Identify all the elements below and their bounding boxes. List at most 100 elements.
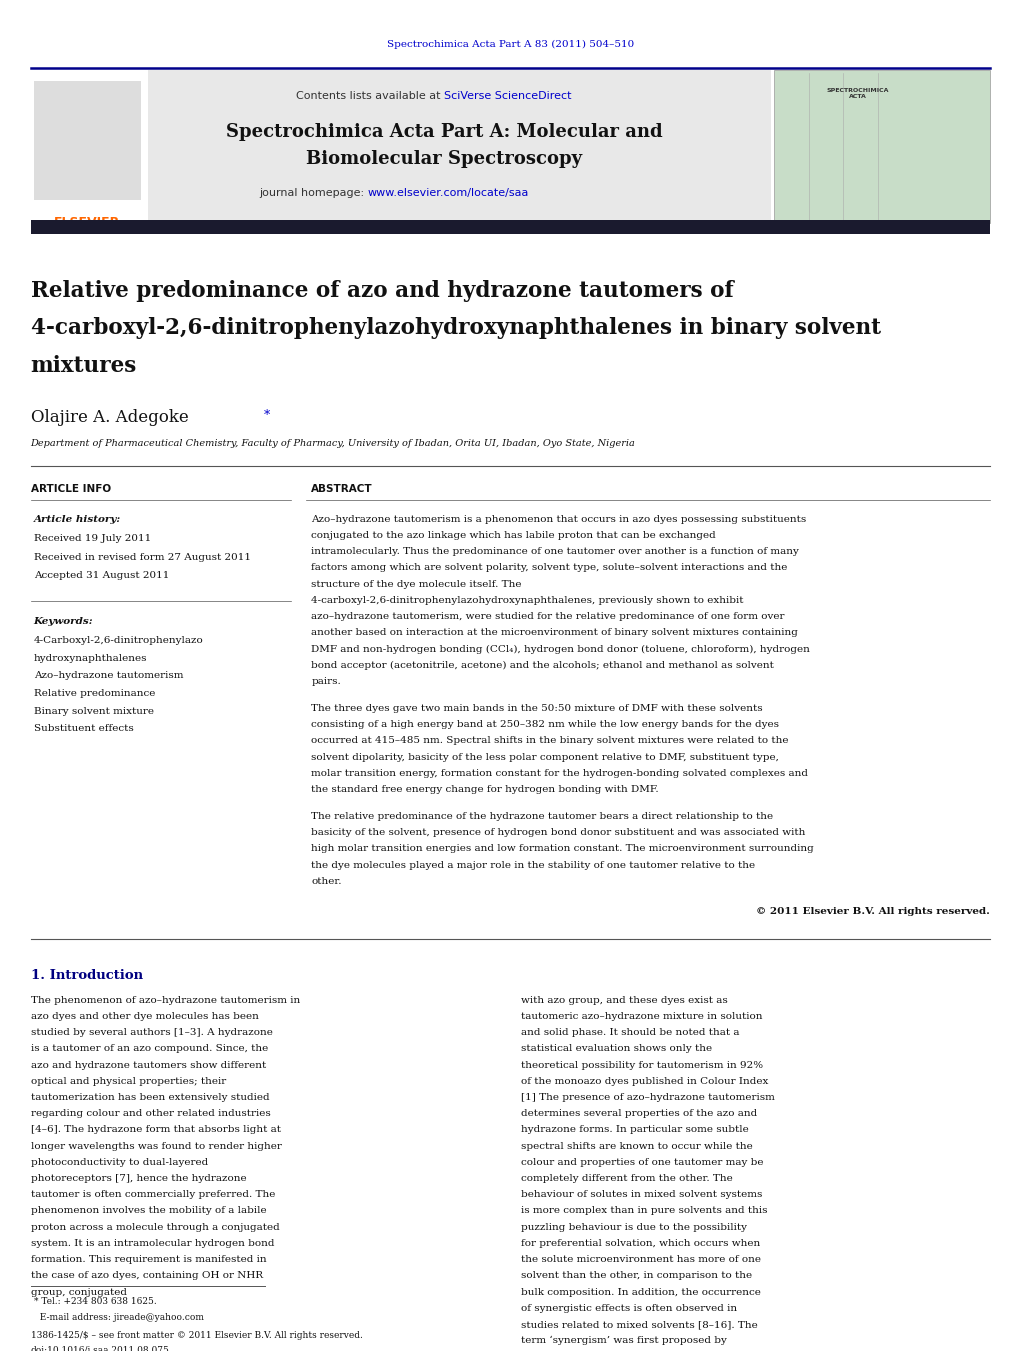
Text: group, conjugated: group, conjugated xyxy=(31,1288,127,1297)
Text: tautomeric azo–hydrazone mixture in solution: tautomeric azo–hydrazone mixture in solu… xyxy=(521,1012,763,1021)
Text: [1] The presence of azo–hydrazone tautomerism: [1] The presence of azo–hydrazone tautom… xyxy=(521,1093,775,1102)
Text: ARTICLE INFO: ARTICLE INFO xyxy=(31,484,110,493)
Text: ELSEVIER: ELSEVIER xyxy=(54,216,119,230)
Text: term ‘synergism’ was first proposed by: term ‘synergism’ was first proposed by xyxy=(521,1336,727,1346)
Text: formation. This requirement is manifested in: formation. This requirement is manifeste… xyxy=(31,1255,266,1265)
Text: factors among which are solvent polarity, solvent type, solute–solvent interacti: factors among which are solvent polarity… xyxy=(311,563,788,573)
Text: DMF and non-hydrogen bonding (CCl₄), hydrogen bond donor (toluene, chloroform), : DMF and non-hydrogen bonding (CCl₄), hyd… xyxy=(311,644,811,654)
Text: Article history:: Article history: xyxy=(34,515,120,524)
Text: Relative predominance: Relative predominance xyxy=(34,689,155,698)
Text: tautomerization has been extensively studied: tautomerization has been extensively stu… xyxy=(31,1093,270,1102)
Text: 1. Introduction: 1. Introduction xyxy=(31,969,143,982)
Text: completely different from the other. The: completely different from the other. The xyxy=(521,1174,732,1183)
Text: * Tel.: +234 803 638 1625.: * Tel.: +234 803 638 1625. xyxy=(34,1297,156,1306)
Text: with azo group, and these dyes exist as: with azo group, and these dyes exist as xyxy=(521,996,727,1005)
Text: the solute microenvironment has more of one: the solute microenvironment has more of … xyxy=(521,1255,761,1265)
FancyBboxPatch shape xyxy=(31,70,148,223)
Text: SciVerse ScienceDirect: SciVerse ScienceDirect xyxy=(444,91,572,101)
Text: The three dyes gave two main bands in the 50:50 mixture of DMF with these solven: The three dyes gave two main bands in th… xyxy=(311,704,763,713)
Text: phenomenon involves the mobility of a labile: phenomenon involves the mobility of a la… xyxy=(31,1206,266,1216)
Text: longer wavelengths was found to render higher: longer wavelengths was found to render h… xyxy=(31,1142,282,1151)
Text: conjugated to the azo linkage which has labile proton that can be exchanged: conjugated to the azo linkage which has … xyxy=(311,531,716,540)
Text: Azo–hydrazone tautomerism: Azo–hydrazone tautomerism xyxy=(34,671,183,681)
Text: proton across a molecule through a conjugated: proton across a molecule through a conju… xyxy=(31,1223,280,1232)
Text: for preferential solvation, which occurs when: for preferential solvation, which occurs… xyxy=(521,1239,760,1248)
Text: E-mail address: jireade@yahoo.com: E-mail address: jireade@yahoo.com xyxy=(34,1313,204,1323)
Text: studies related to mixed solvents [8–16]. The: studies related to mixed solvents [8–16]… xyxy=(521,1320,758,1329)
Text: solvent dipolarity, basicity of the less polar component relative to DMF, substi: solvent dipolarity, basicity of the less… xyxy=(311,753,779,762)
Text: system. It is an intramolecular hydrogen bond: system. It is an intramolecular hydrogen… xyxy=(31,1239,274,1248)
Text: spectral shifts are known to occur while the: spectral shifts are known to occur while… xyxy=(521,1142,752,1151)
Text: ABSTRACT: ABSTRACT xyxy=(311,484,373,493)
Text: Biomolecular Spectroscopy: Biomolecular Spectroscopy xyxy=(306,150,582,169)
Text: is a tautomer of an azo compound. Since, the: is a tautomer of an azo compound. Since,… xyxy=(31,1044,268,1054)
FancyBboxPatch shape xyxy=(31,220,990,234)
Text: hydroxynaphthalenes: hydroxynaphthalenes xyxy=(34,654,147,663)
FancyBboxPatch shape xyxy=(31,70,771,223)
Text: behaviour of solutes in mixed solvent systems: behaviour of solutes in mixed solvent sy… xyxy=(521,1190,762,1200)
Text: The relative predominance of the hydrazone tautomer bears a direct relationship : The relative predominance of the hydrazo… xyxy=(311,812,774,821)
Text: 4-carboxyl-2,6-dinitrophenylazoh​ydroxynap​hthalenes, previously shown to exhibi: 4-carboxyl-2,6-dinitrophenylazoh​ydroxyn… xyxy=(311,596,744,605)
Text: and solid phase. It should be noted that a: and solid phase. It should be noted that… xyxy=(521,1028,739,1038)
Text: of synergistic effects is often observed in: of synergistic effects is often observed… xyxy=(521,1304,737,1313)
Text: occurred at 415–485 nm. Spectral shifts in the binary solvent mixtures were rela: occurred at 415–485 nm. Spectral shifts … xyxy=(311,736,789,746)
Text: Relative predominance of azo and hydrazone tautomers of: Relative predominance of azo and hydrazo… xyxy=(31,280,733,301)
Text: azo dyes and other dye molecules has been: azo dyes and other dye molecules has bee… xyxy=(31,1012,258,1021)
Text: SPECTROCHIMICA
ACTA: SPECTROCHIMICA ACTA xyxy=(826,88,889,99)
Text: determines several properties of the azo and: determines several properties of the azo… xyxy=(521,1109,757,1119)
Text: tautomer is often commercially preferred. The: tautomer is often commercially preferred… xyxy=(31,1190,275,1200)
Text: Contents lists available at: Contents lists available at xyxy=(296,91,444,101)
Text: other.: other. xyxy=(311,877,342,886)
Text: © 2011 Elsevier B.V. All rights reserved.: © 2011 Elsevier B.V. All rights reserved… xyxy=(757,907,990,916)
Text: doi:10.1016/j.saa.2011.08.075: doi:10.1016/j.saa.2011.08.075 xyxy=(31,1346,169,1351)
Text: The phenomenon of azo–hydrazone tautomerism in: The phenomenon of azo–hydrazone tautomer… xyxy=(31,996,300,1005)
Text: the case of azo dyes, containing OH or NHR: the case of azo dyes, containing OH or N… xyxy=(31,1271,262,1281)
Text: Keywords:: Keywords: xyxy=(34,617,93,627)
Text: Department of Pharmaceutical Chemistry, Faculty of Pharmacy, University of Ibada: Department of Pharmaceutical Chemistry, … xyxy=(31,439,635,449)
Text: 4-carboxyl-2,6-dinitrophenylazoh​ydroxynaphthalenes in binary solvent: 4-carboxyl-2,6-dinitrophenylazoh​ydroxyn… xyxy=(31,317,881,339)
Text: intramolecularly. Thus the predominance of one tautomer over another is a functi: intramolecularly. Thus the predominance … xyxy=(311,547,799,557)
Text: Accepted 31 August 2011: Accepted 31 August 2011 xyxy=(34,571,169,581)
Text: theoretical possibility for tautomerism in 92%: theoretical possibility for tautomerism … xyxy=(521,1061,763,1070)
Text: bulk composition. In addition, the occurrence: bulk composition. In addition, the occur… xyxy=(521,1288,761,1297)
Text: www.elsevier.com/locate/saa: www.elsevier.com/locate/saa xyxy=(368,188,529,199)
Text: bond acceptor (acetonitrile, acetone) and the alcohols; ethanol and methanol as : bond acceptor (acetonitrile, acetone) an… xyxy=(311,661,774,670)
Text: azo and hydrazone tautomers show different: azo and hydrazone tautomers show differe… xyxy=(31,1061,265,1070)
Text: another based on interaction at the microenvironment of binary solvent mixtures : another based on interaction at the micr… xyxy=(311,628,798,638)
Text: Substituent effects: Substituent effects xyxy=(34,724,134,734)
Text: 1386-1425/$ – see front matter © 2011 Elsevier B.V. All rights reserved.: 1386-1425/$ – see front matter © 2011 El… xyxy=(31,1331,362,1340)
Text: *: * xyxy=(263,409,270,423)
Text: colour and properties of one tautomer may be: colour and properties of one tautomer ma… xyxy=(521,1158,764,1167)
FancyBboxPatch shape xyxy=(774,70,990,223)
Text: Received in revised form 27 August 2011: Received in revised form 27 August 2011 xyxy=(34,553,251,562)
Text: molar transition energy, formation constant for the hydrogen-bonding solvated co: molar transition energy, formation const… xyxy=(311,769,809,778)
Text: structure of the dye molecule itself. The: structure of the dye molecule itself. Th… xyxy=(311,580,522,589)
Text: high molar transition energies and low formation constant. The microenvironment : high molar transition energies and low f… xyxy=(311,844,814,854)
Text: azo–hydrazone tautomerism, were studied for the relative predominance of one for: azo–hydrazone tautomerism, were studied … xyxy=(311,612,785,621)
Text: basicity of the solvent, presence of hydrogen bond donor substituent and was ass: basicity of the solvent, presence of hyd… xyxy=(311,828,806,838)
Text: of the monoazo dyes published in Colour Index: of the monoazo dyes published in Colour … xyxy=(521,1077,768,1086)
Text: hydrazone forms. In particular some subtle: hydrazone forms. In particular some subt… xyxy=(521,1125,748,1135)
Text: puzzling behaviour is due to the possibility: puzzling behaviour is due to the possibi… xyxy=(521,1223,746,1232)
Text: [4–6]. The hydrazone form that absorbs light at: [4–6]. The hydrazone form that absorbs l… xyxy=(31,1125,281,1135)
Text: the standard free energy change for hydrogen bonding with DMF.: the standard free energy change for hydr… xyxy=(311,785,659,794)
Text: solvent than the other, in comparison to the: solvent than the other, in comparison to… xyxy=(521,1271,751,1281)
Text: journal homepage:: journal homepage: xyxy=(259,188,368,199)
Text: the dye molecules played a major role in the stability of one tautomer relative : the dye molecules played a major role in… xyxy=(311,861,756,870)
Text: 4-Carboxyl-2,6-dinitrophenylazo: 4-Carboxyl-2,6-dinitrophenylazo xyxy=(34,636,203,646)
Text: mixtures: mixtures xyxy=(31,355,137,377)
Text: photoreceptors [7], hence the hydrazone: photoreceptors [7], hence the hydrazone xyxy=(31,1174,246,1183)
Text: statistical evaluation shows only the: statistical evaluation shows only the xyxy=(521,1044,712,1054)
Text: Received 19 July 2011: Received 19 July 2011 xyxy=(34,534,151,543)
Text: Spectrochimica Acta Part A 83 (2011) 504–510: Spectrochimica Acta Part A 83 (2011) 504… xyxy=(387,41,634,49)
Text: studied by several authors [1–3]. A hydrazone: studied by several authors [1–3]. A hydr… xyxy=(31,1028,273,1038)
FancyBboxPatch shape xyxy=(34,81,141,200)
Text: Spectrochimica Acta Part A: Molecular and: Spectrochimica Acta Part A: Molecular an… xyxy=(226,123,663,142)
Text: Binary solvent mixture: Binary solvent mixture xyxy=(34,707,154,716)
Text: consisting of a high energy band at 250–382 nm while the low energy bands for th: consisting of a high energy band at 250–… xyxy=(311,720,779,730)
Text: pairs.: pairs. xyxy=(311,677,341,686)
Text: photoconductivity to dual-layered: photoconductivity to dual-layered xyxy=(31,1158,208,1167)
Text: optical and physical properties; their: optical and physical properties; their xyxy=(31,1077,226,1086)
Text: is more complex than in pure solvents and this: is more complex than in pure solvents an… xyxy=(521,1206,767,1216)
Text: regarding colour and other related industries: regarding colour and other related indus… xyxy=(31,1109,271,1119)
